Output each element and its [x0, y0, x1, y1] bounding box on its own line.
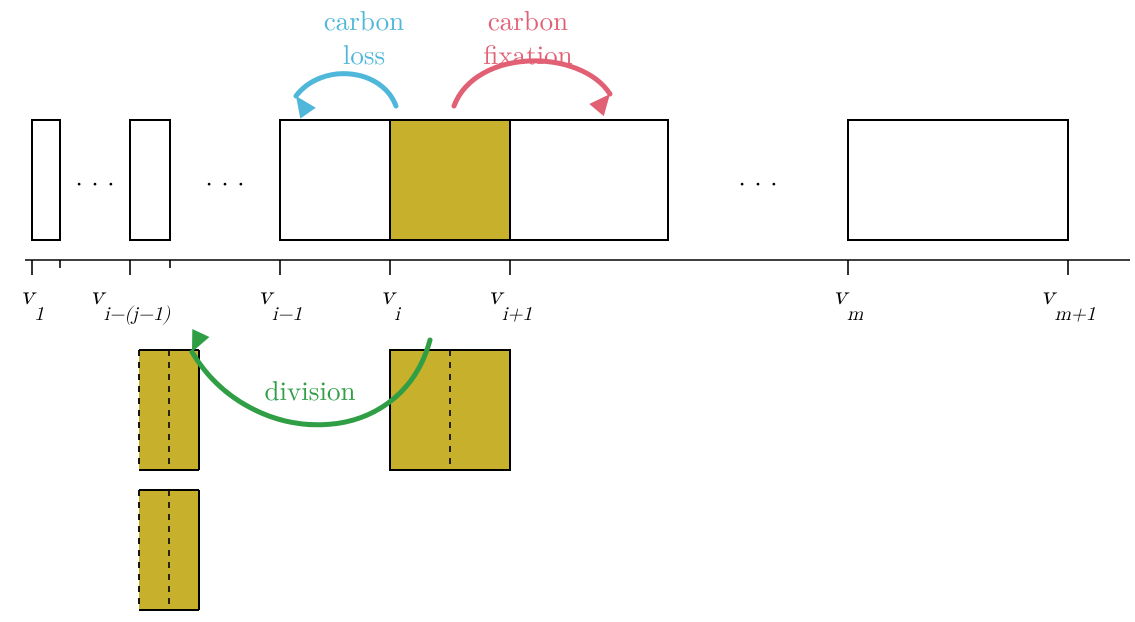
division-label: division — [265, 370, 356, 408]
size-class-box-4 — [510, 120, 668, 240]
size-class-box-1 — [130, 120, 170, 240]
carbon-loss-label-2: loss — [343, 34, 385, 72]
size-class-box-3 — [390, 120, 510, 240]
ellipsis-2: . . . — [738, 157, 777, 194]
size-class-box-0 — [32, 120, 60, 240]
ellipsis-0: . . . — [75, 157, 114, 194]
size-class-box-2 — [280, 120, 390, 240]
carbon-loss-label-1: carbon — [324, 0, 404, 38]
size-class-box-5 — [848, 120, 1068, 240]
carbon-fix-label-2: fixation — [483, 34, 572, 72]
ellipsis-1: . . . — [205, 157, 244, 194]
carbon-fix-label-1: carbon — [488, 0, 568, 38]
